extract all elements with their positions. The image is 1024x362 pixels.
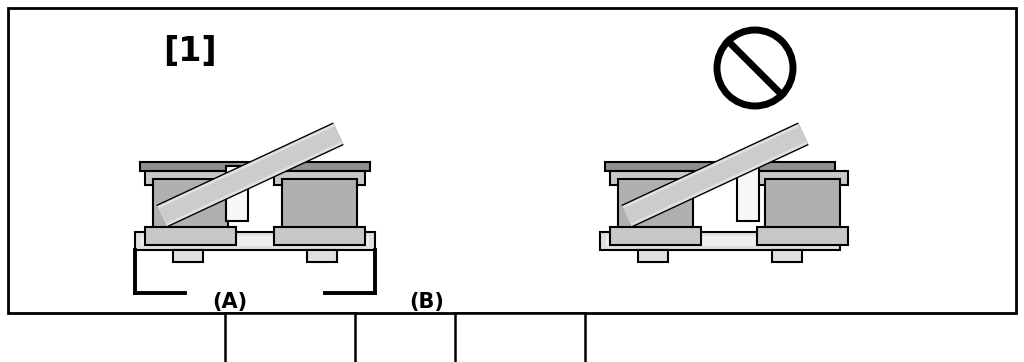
Bar (282, 179, 357, 233)
Bar (135, 232, 375, 250)
Bar (772, 250, 802, 262)
Bar (737, 166, 759, 221)
Bar (274, 171, 365, 185)
Bar (605, 162, 835, 171)
Bar (226, 166, 248, 221)
Bar (225, 313, 355, 362)
Text: [1]: [1] (163, 35, 217, 68)
Bar (145, 227, 236, 245)
Bar (141, 236, 369, 246)
Text: (B): (B) (410, 292, 444, 312)
Bar (307, 250, 337, 262)
Bar (765, 179, 840, 233)
Bar (606, 236, 834, 246)
Bar (153, 179, 228, 233)
Bar (600, 232, 840, 250)
Bar (8, 8, 1016, 313)
Bar (757, 171, 848, 185)
Bar (145, 171, 236, 185)
Bar (638, 250, 668, 262)
Bar (455, 313, 585, 362)
Bar (610, 227, 701, 245)
Bar (274, 227, 365, 245)
Bar (140, 162, 370, 171)
Text: (A): (A) (212, 292, 248, 312)
Bar (610, 171, 701, 185)
Bar (757, 227, 848, 245)
Bar (618, 179, 693, 233)
Bar (173, 250, 203, 262)
